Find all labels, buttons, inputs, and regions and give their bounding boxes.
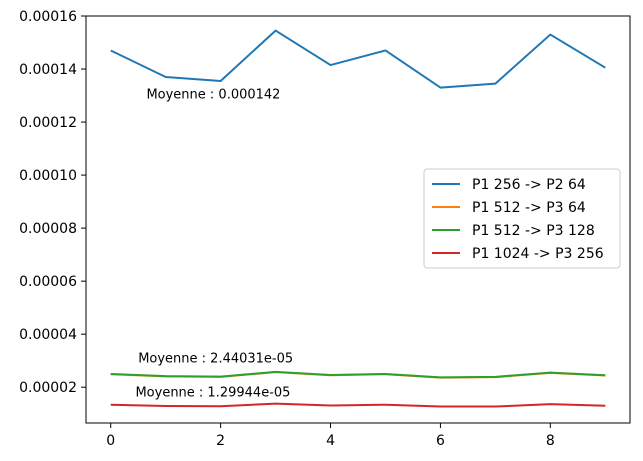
x-tick-label: 6 [436,433,445,449]
axis-ticks: 0 2 4 6 8 0.00002 0.00004 0.00006 0.00008 0.00010… [19,9,555,449]
mean-annotation: Moyenne : 2.44031e-05 [138,352,293,367]
legend-label: P1 256 -> P2 64 [472,177,586,193]
x-tick-label: 4 [326,433,335,449]
legend-label: P1 512 -> P3 64 [472,200,586,216]
y-tick-label: 0.00008 [19,221,77,237]
y-tick-label: 0.00014 [19,62,77,78]
x-tick-label: 2 [216,433,225,449]
y-tick-label: 0.00012 [19,115,77,131]
y-tick-label: 0.00016 [19,9,77,25]
series-line-0 [110,29,606,89]
legend-frame [423,168,621,269]
series-line-3 [110,402,606,408]
y-tick-label: 0.00002 [19,380,77,396]
legend-label: P1 1024 -> P3 256 [472,246,604,262]
y-tick-label: 0.00004 [19,327,77,343]
legend: P1 256 -> P2 64 P1 512 -> P3 64 P1 512 -> … [423,168,621,269]
series-line-2 [110,370,606,379]
x-tick-label: 0 [106,433,115,449]
x-tick-label: 8 [546,433,555,449]
y-tick-label: 0.00006 [19,274,77,290]
y-tick-label: 0.00010 [19,168,77,184]
mean-annotation: Moyenne : 0.000142 [146,88,280,103]
legend-label: P1 512 -> P3 128 [472,223,595,239]
plot-frame [85,15,631,424]
annotations: Moyenne : 0.000142 Moyenne : 2.44031e-05 M… [135,88,293,401]
series-lines [110,29,606,408]
mean-annotation: Moyenne : 1.29944e-05 [135,385,290,400]
